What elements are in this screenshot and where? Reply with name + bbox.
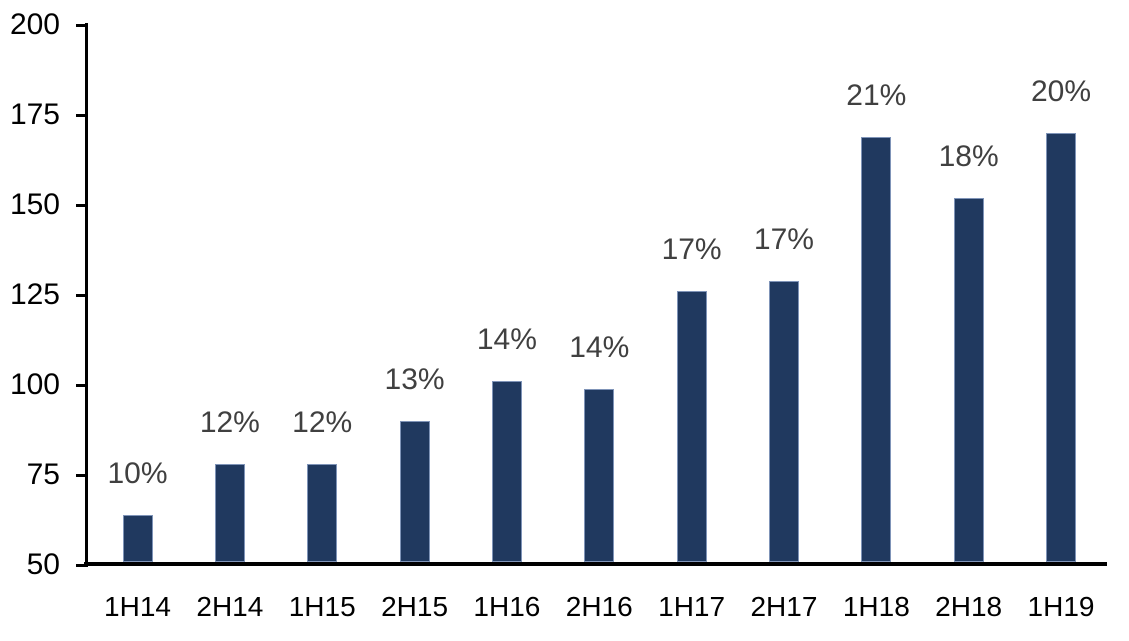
bar [768,280,799,562]
x-tick-label: 1H15 [288,591,356,622]
x-tick-label: 1H17 [658,591,726,622]
bar-value-label: 12% [292,406,353,440]
bar-value-label: 20% [1030,75,1092,108]
y-tick-mark [76,23,88,27]
bar [307,464,338,562]
y-tick-mark [76,293,88,297]
y-tick-mark [76,383,88,387]
y-tick-mark [76,113,88,117]
x-tick-label: 1H18 [842,591,910,622]
x-tick-label: 2H16 [565,591,633,622]
y-tick-label: 100 [9,368,60,401]
bar [214,464,245,562]
bar [676,291,707,562]
y-tick-label: 150 [9,188,60,221]
bar-value-label: 17% [753,222,814,256]
x-tick-label: 2H18 [935,591,1003,622]
bar-value-label: 13% [384,363,445,396]
y-tick-label: 200 [9,8,60,41]
y-tick-mark [76,563,88,567]
bar [122,514,153,562]
bar-value-label: 21% [846,78,907,112]
x-axis-line [84,562,1107,566]
bar-value-label: 18% [938,139,999,173]
bar [584,388,615,562]
x-tick-label: 2H14 [196,591,264,622]
y-tick-label: 125 [9,278,60,311]
y-tick-label: 75 [26,458,60,491]
y-tick-mark [76,473,88,477]
y-tick-mark [76,203,88,207]
bar-value-label: 12% [199,406,260,440]
y-tick-label: 175 [9,98,60,131]
x-tick-label: 2H15 [381,591,449,622]
bar [953,197,984,562]
bar-value-label: 14% [569,330,630,364]
bar-value-label: 14% [476,323,537,357]
x-tick-label: 1H16 [473,591,541,622]
x-tick-label: 1H14 [104,591,171,622]
y-tick-label: 50 [26,548,60,581]
x-tick-label: 1H19 [1027,591,1095,622]
bar-value-label: 10% [107,456,168,490]
bar-value-label: 17% [661,233,722,267]
bar [1046,133,1076,562]
bar [861,136,892,562]
bar [491,381,522,562]
bar [399,421,430,562]
x-tick-label: 2H17 [750,591,818,622]
